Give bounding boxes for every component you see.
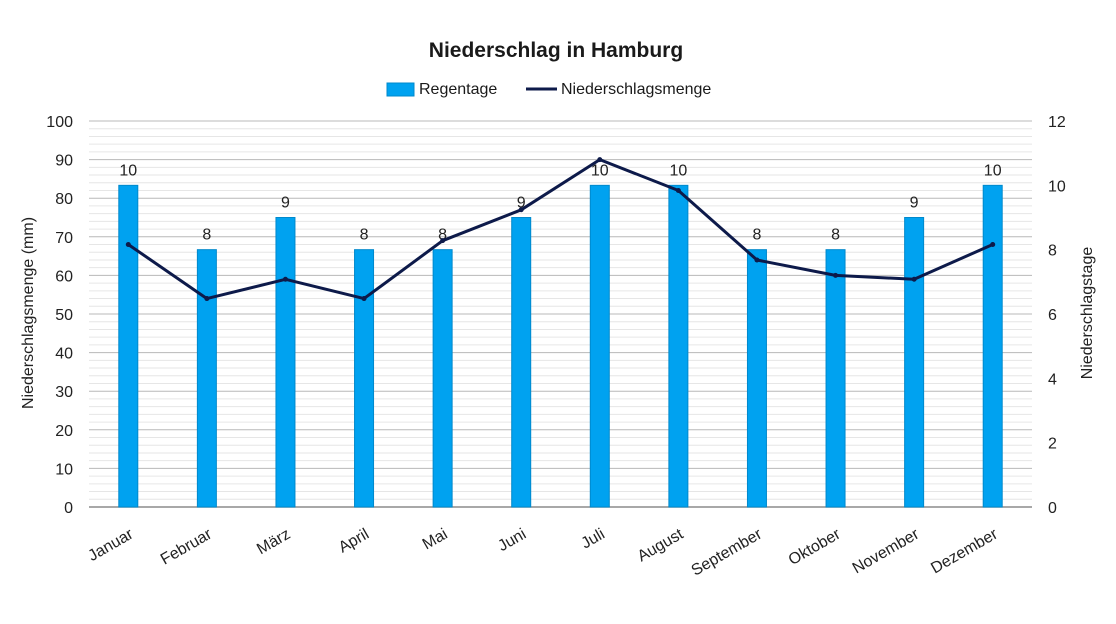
x-tick-label: September [689, 525, 766, 579]
legend-label-niederschlagsmenge: Niederschlagsmenge [561, 81, 711, 98]
bar-regentage [118, 184, 139, 508]
bars [118, 184, 1003, 508]
x-tick-label: Oktober [786, 525, 844, 569]
bar-data-label: 9 [281, 195, 290, 212]
major-grid [89, 120, 1032, 508]
line-point [754, 257, 760, 263]
right-tick-label: 8 [1048, 243, 1057, 260]
line-point [518, 207, 524, 213]
left-tick-label: 30 [55, 384, 73, 401]
legend: Regentage Niederschlagsmenge [386, 81, 711, 98]
chart-title: Niederschlag in Hamburg [429, 39, 683, 62]
x-tick-label: April [336, 526, 372, 557]
left-tick-label: 10 [55, 461, 73, 478]
right-tick-label: 12 [1048, 114, 1066, 131]
bar-data-label: 8 [753, 227, 762, 244]
left-tick-label: 80 [55, 191, 73, 208]
left-tick-label: 70 [55, 230, 73, 247]
bar-regentage [432, 249, 453, 508]
bar-data-label: 10 [669, 162, 687, 179]
x-tick-label: November [850, 525, 923, 577]
line-point [440, 238, 446, 244]
line-point [282, 276, 288, 282]
bar-regentage [589, 184, 610, 508]
bar-data-label: 10 [591, 162, 609, 179]
line-series [125, 157, 996, 302]
bar-data-label: 9 [517, 195, 526, 212]
left-tick-label: 20 [55, 423, 73, 440]
x-tick-label: Februar [158, 525, 216, 568]
line-point [597, 157, 603, 163]
left-axis-ticks: 0 10 20 30 40 50 60 70 80 90 100 [46, 114, 73, 517]
line-niederschlagsmenge [127, 158, 994, 301]
right-axis-title: Niederschlagstage [1079, 247, 1096, 380]
bar-regentage [511, 217, 532, 508]
left-tick-label: 100 [46, 114, 73, 131]
x-tick-label: Juni [495, 526, 529, 555]
x-tick-label: Dezember [928, 525, 1001, 577]
x-tick-label: März [254, 526, 293, 559]
bar-regentage [904, 217, 925, 508]
line-point [990, 242, 996, 248]
legend-swatch-regentage [386, 82, 415, 97]
right-tick-label: 10 [1048, 178, 1066, 195]
right-tick-label: 6 [1048, 307, 1057, 324]
left-tick-label: 40 [55, 346, 73, 363]
bar-regentage [982, 184, 1003, 508]
left-tick-label: 60 [55, 268, 73, 285]
left-tick-label: 90 [55, 153, 73, 170]
bar-regentage [746, 249, 767, 508]
right-tick-label: 4 [1048, 371, 1057, 388]
bar-data-label: 8 [202, 227, 211, 244]
line-point [361, 296, 367, 302]
line-point [675, 187, 681, 193]
right-tick-label: 2 [1048, 436, 1057, 453]
left-tick-label: 50 [55, 307, 73, 324]
legend-label-regentage: Regentage [419, 81, 497, 98]
line-point [204, 296, 210, 302]
bar-regentage [668, 184, 689, 508]
line-point [125, 242, 131, 248]
bar-data-label: 10 [984, 162, 1002, 179]
bar-data-labels: 10 8 9 8 8 9 10 10 8 8 9 10 [119, 162, 1001, 243]
bar-regentage [196, 249, 217, 508]
bar-regentage [275, 217, 296, 508]
right-axis-ticks: 0 2 4 6 8 10 12 [1048, 114, 1066, 517]
left-axis-title: Niederschlagsmenge (mm) [20, 217, 37, 409]
bar-regentage [825, 249, 846, 508]
bar-data-label: 9 [910, 195, 919, 212]
line-point [833, 272, 839, 278]
x-axis-ticks: Januar Februar März April Mai Juni Juli August S… [85, 525, 1001, 579]
bar-regentage [354, 249, 375, 508]
x-tick-label: Mai [420, 526, 451, 554]
left-tick-label: 0 [64, 500, 73, 517]
x-tick-label: Juli [578, 526, 607, 553]
bar-data-label: 8 [831, 227, 840, 244]
right-tick-label: 0 [1048, 500, 1057, 517]
bar-data-label: 8 [360, 227, 369, 244]
x-tick-label: August [635, 525, 687, 565]
minor-grid [89, 128, 1032, 500]
bar-data-label: 10 [119, 162, 137, 179]
line-point [911, 276, 917, 282]
x-tick-label: Januar [85, 525, 136, 565]
bar-data-label: 8 [438, 227, 447, 244]
